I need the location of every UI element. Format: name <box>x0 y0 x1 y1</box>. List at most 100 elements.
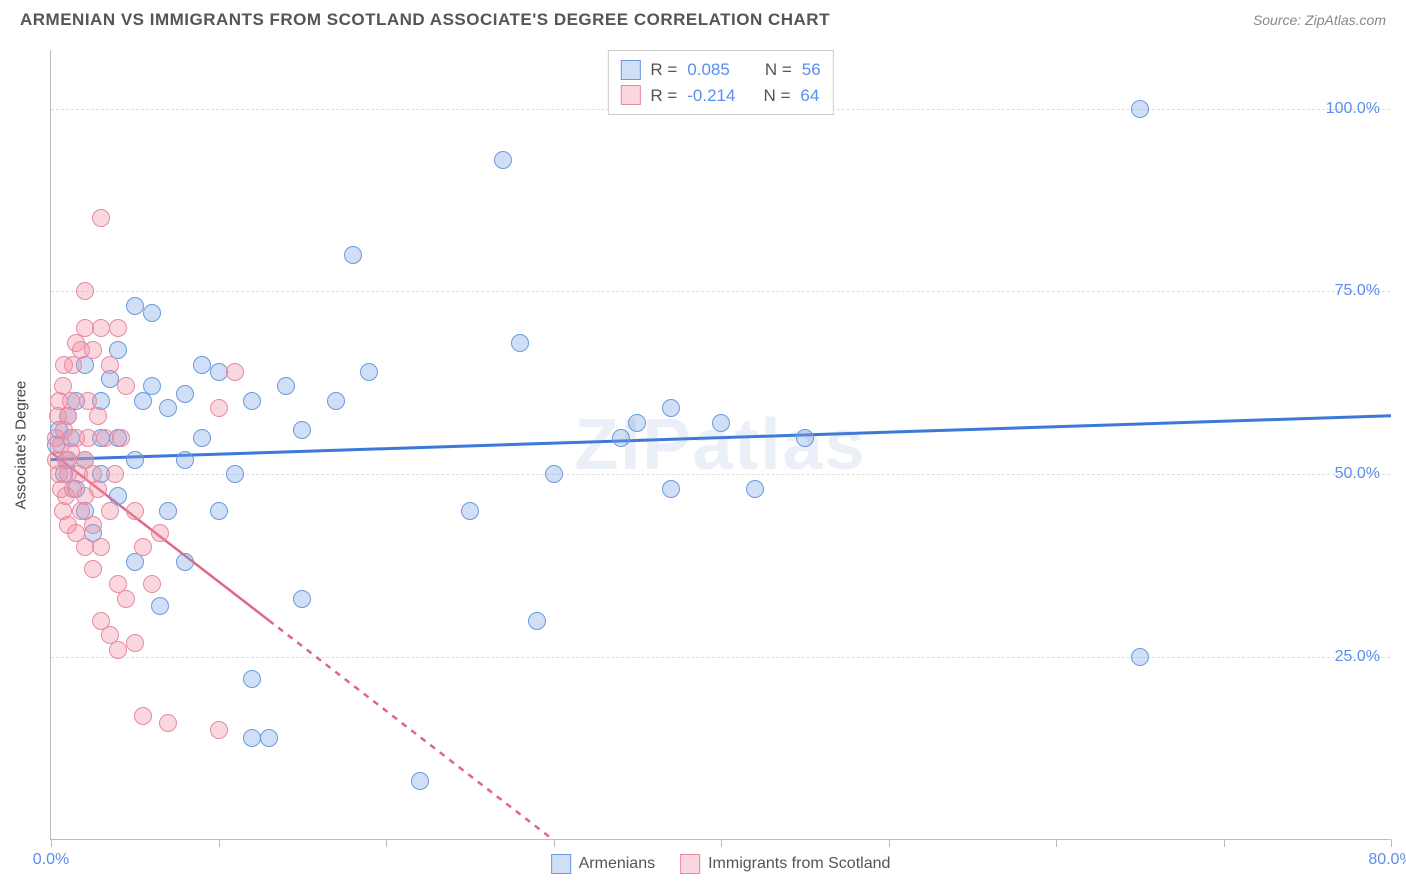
gridline <box>51 291 1390 292</box>
data-point <box>193 356 211 374</box>
data-point <box>117 377 135 395</box>
x-tick <box>889 839 890 847</box>
data-point <box>159 714 177 732</box>
data-point <box>109 319 127 337</box>
data-point <box>327 392 345 410</box>
data-point <box>260 729 278 747</box>
data-point <box>134 707 152 725</box>
legend-item-armenians: Armenians <box>551 854 655 874</box>
stat-r-label: R = <box>650 57 677 83</box>
data-point <box>101 356 119 374</box>
data-point <box>360 363 378 381</box>
scatter-chart: Associate's Degree 25.0%50.0%75.0%100.0%… <box>50 50 1390 840</box>
data-point <box>193 429 211 447</box>
gridline <box>51 657 1390 658</box>
data-point <box>1131 100 1149 118</box>
stats-row-1: R = 0.085 N = 56 <box>620 57 820 83</box>
data-point <box>243 670 261 688</box>
data-point <box>243 392 261 410</box>
stats-legend-box: R = 0.085 N = 56 R = -0.214 N = 64 <box>607 50 833 115</box>
data-point <box>84 341 102 359</box>
data-point <box>143 575 161 593</box>
x-tick <box>1056 839 1057 847</box>
data-point <box>126 297 144 315</box>
data-point <box>89 407 107 425</box>
data-point <box>176 553 194 571</box>
stat-r-value-1: 0.085 <box>687 57 730 83</box>
data-point <box>612 429 630 447</box>
data-point <box>151 524 169 542</box>
data-point <box>84 560 102 578</box>
chart-title: ARMENIAN VS IMMIGRANTS FROM SCOTLAND ASS… <box>20 10 830 30</box>
data-point <box>143 377 161 395</box>
stat-r-label: R = <box>650 83 677 109</box>
data-point <box>134 538 152 556</box>
data-point <box>461 502 479 520</box>
data-point <box>210 721 228 739</box>
stat-n-value-2: 64 <box>800 83 819 109</box>
data-point <box>62 392 80 410</box>
x-tick <box>386 839 387 847</box>
data-point <box>101 502 119 520</box>
data-point <box>96 429 114 447</box>
data-point <box>712 414 730 432</box>
swatch-scotland <box>620 85 640 105</box>
x-tick <box>1224 839 1225 847</box>
stat-n-value-1: 56 <box>802 57 821 83</box>
data-point <box>628 414 646 432</box>
data-point <box>528 612 546 630</box>
data-point <box>746 480 764 498</box>
data-point <box>106 465 124 483</box>
data-point <box>344 246 362 264</box>
swatch-armenians <box>620 60 640 80</box>
data-point <box>226 465 244 483</box>
data-point <box>662 399 680 417</box>
data-point <box>210 399 228 417</box>
y-axis-label: Associate's Degree <box>13 380 30 509</box>
data-point <box>76 319 94 337</box>
x-tick-label: 0.0% <box>33 851 69 869</box>
data-point <box>126 634 144 652</box>
y-tick-label: 75.0% <box>1335 282 1380 300</box>
data-point <box>796 429 814 447</box>
data-point <box>92 209 110 227</box>
data-point <box>293 590 311 608</box>
data-point <box>226 363 244 381</box>
data-point <box>109 641 127 659</box>
y-tick-label: 100.0% <box>1326 100 1380 118</box>
chart-source: Source: ZipAtlas.com <box>1253 12 1386 28</box>
data-point <box>126 451 144 469</box>
x-tick <box>51 839 52 847</box>
stat-r-value-2: -0.214 <box>687 83 735 109</box>
data-point <box>84 516 102 534</box>
data-point <box>151 597 169 615</box>
data-point <box>92 319 110 337</box>
y-tick-label: 25.0% <box>1335 648 1380 666</box>
data-point <box>89 480 107 498</box>
x-tick <box>219 839 220 847</box>
x-tick <box>1391 839 1392 847</box>
swatch-armenians-icon <box>551 854 571 874</box>
data-point <box>159 399 177 417</box>
stat-n-label: N = <box>763 83 790 109</box>
data-point <box>176 385 194 403</box>
data-point <box>117 590 135 608</box>
bottom-legend: Armenians Immigrants from Scotland <box>551 854 891 874</box>
data-point <box>545 465 563 483</box>
x-tick <box>721 839 722 847</box>
x-tick <box>554 839 555 847</box>
data-point <box>1131 648 1149 666</box>
data-point <box>76 282 94 300</box>
data-point <box>210 502 228 520</box>
data-point <box>176 451 194 469</box>
data-point <box>143 304 161 322</box>
stats-row-2: R = -0.214 N = 64 <box>620 83 820 109</box>
legend-label-scotland: Immigrants from Scotland <box>708 855 890 873</box>
data-point <box>112 429 130 447</box>
data-point <box>92 538 110 556</box>
data-point <box>159 502 177 520</box>
data-point <box>76 538 94 556</box>
legend-label-armenians: Armenians <box>579 855 655 873</box>
data-point <box>293 421 311 439</box>
data-point <box>411 772 429 790</box>
